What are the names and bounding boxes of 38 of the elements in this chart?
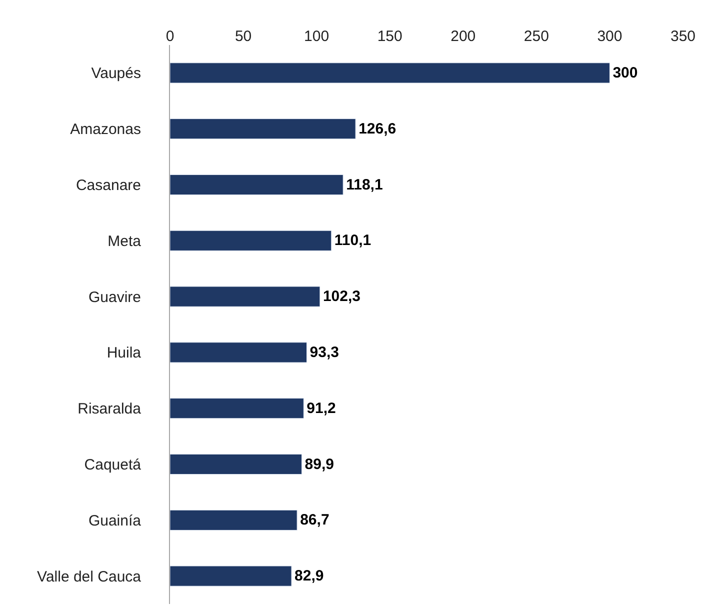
y-tick-label: Guavire	[88, 288, 141, 306]
data-label: 300	[612, 64, 638, 82]
x-tick-label: 300	[597, 28, 622, 45]
y-tick-label: Guainía	[88, 512, 142, 530]
x-tick-label: 50	[234, 28, 252, 45]
bar	[170, 342, 307, 363]
data-label: 126,6	[358, 120, 396, 138]
bar	[170, 566, 292, 586]
y-tick-label: Caquetá	[84, 456, 142, 474]
bar	[170, 62, 610, 84]
y-tick-label: Amazonas	[70, 121, 141, 138]
data-label: 82,9	[294, 568, 324, 585]
bar	[170, 398, 304, 419]
x-tick-label: 100	[304, 28, 330, 45]
data-label: 102,3	[322, 288, 360, 306]
bar	[170, 118, 356, 140]
data-label: 89,9	[304, 456, 334, 473]
x-tick-label: 250	[524, 28, 549, 45]
data-label: 118,1	[346, 176, 383, 194]
y-tick-label: Risaralda	[78, 400, 142, 418]
x-tick-label: 350	[670, 28, 696, 45]
x-tick-label: 0	[166, 28, 174, 45]
bar	[170, 454, 302, 475]
data-label: 86,7	[300, 512, 330, 529]
y-tick-label: Valle del Cauca	[37, 568, 142, 586]
y-tick-label: Vaupés	[91, 65, 141, 82]
y-tick-label: Meta	[108, 232, 142, 250]
y-tick-label: Huila	[106, 344, 142, 362]
data-label: 110,1	[334, 232, 372, 250]
x-tick-label: 200	[450, 28, 476, 45]
y-tick-label: Casanare	[76, 177, 141, 194]
bar	[170, 230, 332, 251]
data-label: 93,3	[310, 344, 339, 361]
data-label: 91,2	[306, 400, 336, 417]
bar	[170, 510, 298, 530]
x-tick-label: 150	[377, 28, 402, 45]
bar	[170, 286, 320, 307]
bar	[170, 174, 344, 196]
